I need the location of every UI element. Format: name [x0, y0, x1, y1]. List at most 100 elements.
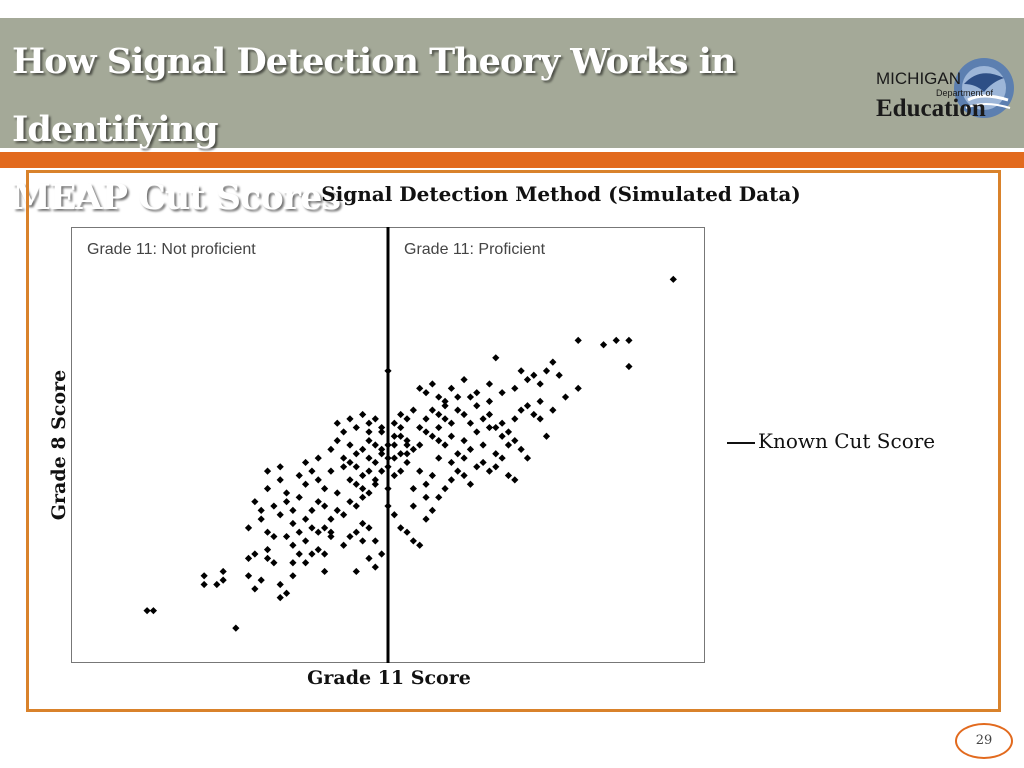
- data-point: [435, 423, 443, 432]
- data-point: [314, 546, 322, 554]
- data-point: [530, 410, 538, 419]
- data-point: [390, 432, 398, 440]
- data-point: [447, 458, 455, 467]
- data-point: [352, 528, 360, 536]
- data-point: [321, 485, 329, 493]
- data-point: [523, 402, 532, 410]
- data-point: [416, 541, 424, 549]
- data-point: [422, 415, 430, 423]
- data-point: [428, 432, 436, 440]
- data-point: [479, 415, 487, 423]
- data-point: [257, 576, 265, 584]
- data-point: [276, 476, 284, 484]
- data-point: [454, 406, 462, 414]
- data-point: [346, 532, 354, 541]
- data-point: [390, 441, 398, 449]
- data-point: [270, 532, 278, 541]
- data-point: [301, 559, 310, 567]
- accent-bar: [0, 152, 1024, 168]
- data-point: [403, 528, 411, 536]
- data-point: [200, 572, 208, 580]
- data-point: [599, 341, 608, 349]
- data-point: [435, 493, 443, 501]
- michigan-state-swoosh-icon: [954, 58, 1014, 118]
- data-points: [143, 275, 677, 632]
- data-point: [314, 476, 322, 484]
- data-point: [257, 515, 265, 523]
- data-point: [352, 502, 360, 510]
- data-point: [390, 419, 398, 427]
- data-point: [422, 389, 430, 397]
- data-point: [441, 402, 449, 410]
- data-point: [251, 585, 259, 593]
- data-point: [435, 454, 443, 462]
- data-point: [428, 506, 436, 514]
- data-point: [378, 428, 386, 436]
- data-point: [416, 384, 424, 392]
- data-point: [403, 458, 411, 467]
- data-point: [359, 519, 367, 528]
- data-point: [282, 498, 291, 506]
- data-point: [289, 541, 297, 549]
- data-point: [378, 467, 386, 475]
- data-point: [257, 506, 265, 514]
- data-point: [308, 506, 316, 514]
- data-point: [378, 550, 386, 558]
- data-point: [549, 358, 557, 366]
- data-point: [340, 463, 348, 471]
- data-point: [428, 406, 436, 414]
- data-point: [346, 458, 354, 467]
- data-point: [378, 423, 386, 432]
- data-point: [346, 415, 354, 423]
- data-point: [333, 489, 341, 497]
- data-point: [492, 423, 500, 432]
- data-point: [327, 515, 335, 523]
- page-number: 29: [975, 733, 993, 748]
- data-point: [523, 454, 532, 462]
- data-point: [517, 367, 525, 375]
- data-point: [498, 432, 506, 440]
- data-point: [511, 476, 519, 484]
- data-point: [397, 450, 405, 458]
- data-point: [397, 432, 405, 440]
- data-point: [504, 428, 513, 436]
- region-label-proficient: Grade 11: Proficient: [404, 241, 546, 258]
- data-point: [200, 580, 208, 589]
- data-point: [340, 541, 348, 549]
- data-point: [244, 524, 253, 532]
- slide-title-line-1: How Signal Detection Theory Works in Ide…: [12, 41, 736, 150]
- data-point: [422, 480, 430, 488]
- data-point: [536, 380, 544, 388]
- slide-title-line-2: MEAP Cut Scores: [12, 177, 341, 218]
- data-point: [447, 432, 455, 440]
- data-point: [485, 423, 494, 432]
- data-point: [263, 485, 272, 493]
- slide-header: How Signal Detection Theory Works in Ide…: [0, 18, 1024, 218]
- legend: Known Cut Score: [727, 429, 935, 453]
- data-point: [327, 528, 335, 536]
- data-point: [333, 506, 341, 514]
- data-point: [416, 441, 424, 449]
- data-point: [422, 428, 430, 436]
- data-point: [251, 550, 259, 558]
- data-point: [352, 567, 360, 576]
- data-point: [321, 550, 329, 558]
- data-point: [282, 532, 291, 541]
- data-point: [289, 559, 297, 567]
- data-point: [213, 580, 221, 589]
- data-point: [371, 563, 379, 571]
- data-point: [409, 502, 417, 510]
- data-point: [441, 441, 449, 449]
- data-point: [346, 441, 354, 449]
- data-point: [517, 406, 525, 414]
- data-point: [143, 607, 151, 615]
- data-point: [409, 406, 417, 414]
- data-point: [555, 371, 563, 379]
- logo-line-department: Department of: [936, 88, 994, 98]
- data-point: [530, 371, 538, 379]
- data-point: [416, 423, 424, 432]
- data-point: [301, 458, 310, 467]
- data-point: [251, 498, 259, 506]
- data-point: [219, 576, 227, 584]
- data-point: [282, 589, 291, 597]
